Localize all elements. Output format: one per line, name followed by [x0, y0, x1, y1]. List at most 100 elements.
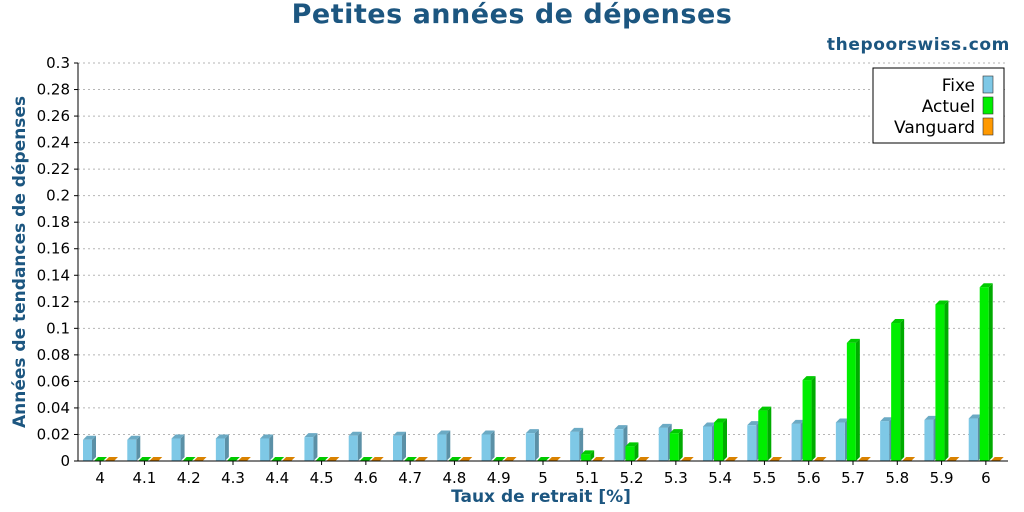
x-tick-label: 5.5: [752, 469, 776, 487]
bar-fixe-top: [747, 421, 761, 426]
bar-fixe-side: [490, 430, 495, 461]
bar-actuel-top: [891, 319, 905, 324]
bar-actuel-side: [855, 338, 860, 461]
bar-fixe: [968, 418, 978, 461]
bar-actuel: [581, 454, 591, 461]
bar-fixe-side: [180, 434, 185, 461]
bar-actuel-top: [492, 457, 506, 461]
bar-actuel: [846, 342, 856, 461]
bar-fixe-top: [880, 417, 894, 422]
bar-actuel-top: [359, 457, 373, 461]
bar-fixe-side: [446, 430, 451, 461]
bar-fixe: [570, 431, 580, 461]
bar-actuel-top: [669, 429, 683, 434]
y-tick-label: 0.3: [46, 54, 70, 72]
bar-fixe-side: [224, 434, 229, 461]
bar-fixe-top: [924, 415, 938, 420]
bar-fixe: [304, 437, 314, 461]
bar-vanguard-top: [149, 457, 163, 461]
bar-vanguard-top: [680, 457, 694, 461]
bar-actuel: [935, 304, 945, 461]
y-tick-label: 0.1: [46, 319, 70, 337]
bar-actuel-top: [94, 457, 107, 461]
y-tick-label: 0.28: [37, 81, 70, 99]
bar-vanguard-top: [547, 457, 561, 461]
bar-vanguard-top: [370, 457, 384, 461]
x-tick-label: 5.8: [885, 469, 909, 487]
x-tick-label: 5.3: [664, 469, 688, 487]
bar-fixe-side: [402, 431, 406, 461]
legend-swatch-fixe: [982, 75, 994, 94]
bar-actuel-top: [226, 457, 240, 461]
bar-actuel-top: [935, 300, 949, 305]
bar-fixe: [703, 426, 712, 461]
bar-fixe-top: [215, 434, 229, 439]
bar-fixe: [171, 438, 181, 461]
bar-fixe-side: [269, 434, 274, 461]
x-tick-label: 4.1: [132, 469, 156, 487]
y-tick-label: 0: [60, 452, 70, 470]
legend-swatch-vanguard: [982, 117, 994, 136]
bar-vanguard-top: [592, 457, 606, 461]
y-tick-label: 0.2: [46, 187, 70, 205]
x-tick-label: 4.4: [265, 469, 289, 487]
bar-fixe: [747, 425, 757, 461]
x-tick-label: 4.8: [442, 469, 466, 487]
bar-actuel-top: [315, 457, 329, 461]
bar-fixe-side: [357, 431, 362, 461]
bar-fixe: [880, 421, 890, 461]
bar-fixe-top: [703, 422, 716, 427]
bar-fixe: [658, 427, 668, 461]
bar-actuel-side: [590, 450, 595, 461]
bar-fixe-top: [968, 414, 982, 419]
bar-fixe: [437, 434, 447, 461]
x-tick-label: 4.7: [398, 469, 422, 487]
bar-vanguard-top: [105, 457, 118, 461]
bar-actuel-side: [678, 429, 683, 461]
bar-fixe: [215, 438, 225, 461]
legend-label: Vanguard: [894, 118, 975, 138]
bar-vanguard-top: [946, 457, 960, 461]
bar-fixe-top: [658, 423, 672, 428]
bar-actuel: [802, 380, 812, 461]
bar-actuel: [625, 446, 635, 461]
bar-fixe-top: [835, 418, 849, 423]
bar-fixe: [260, 438, 270, 461]
bar-vanguard-top: [902, 457, 916, 461]
bar-fixe: [791, 423, 801, 461]
bar-actuel-side: [723, 418, 727, 461]
chart-title: Petites années de dépenses: [291, 0, 733, 30]
y-tick-label: 0.26: [37, 107, 70, 125]
bar-actuel-top: [138, 457, 152, 461]
y-tick-label: 0.08: [37, 346, 70, 364]
bar-actuel-top: [581, 450, 595, 455]
bar-fixe-top: [348, 431, 362, 436]
y-tick-label: 0.12: [37, 293, 70, 311]
bar-fixe-top: [481, 430, 495, 435]
x-tick-label: 4.2: [177, 469, 201, 487]
x-tick-label: 5.2: [620, 469, 644, 487]
bar-fixe-side: [136, 435, 141, 461]
legend-label: Actuel: [922, 97, 975, 117]
x-axis-label: Taux de retrait [%]: [451, 487, 631, 507]
bar-actuel-top: [271, 457, 285, 461]
bar-fixe-top: [525, 429, 539, 434]
x-tick-label: 4.6: [354, 469, 378, 487]
x-tick-label: 4: [95, 469, 105, 487]
bar-fixe-top: [791, 419, 805, 424]
bar-fixe: [924, 419, 934, 461]
bar-actuel-top: [404, 457, 417, 461]
bar-actuel-top: [979, 283, 993, 288]
x-tick-label: 5: [538, 469, 548, 487]
y-tick-label: 0.22: [37, 160, 70, 178]
bar-vanguard-top: [636, 457, 650, 461]
bar-vanguard-top: [990, 457, 1004, 461]
axes: 0 0.02 0.04 0.06 0.08 0.1 0.12 0.14 0.16 0.18 0.2 0…: [37, 54, 1008, 487]
bar-actuel-top: [714, 418, 727, 423]
bar-actuel-side: [767, 406, 772, 461]
x-tick-label: 5.4: [708, 469, 732, 487]
x-tick-label: 5.9: [930, 469, 954, 487]
x-tick-label: 4.5: [310, 469, 334, 487]
x-tick-label: 5.7: [841, 469, 865, 487]
